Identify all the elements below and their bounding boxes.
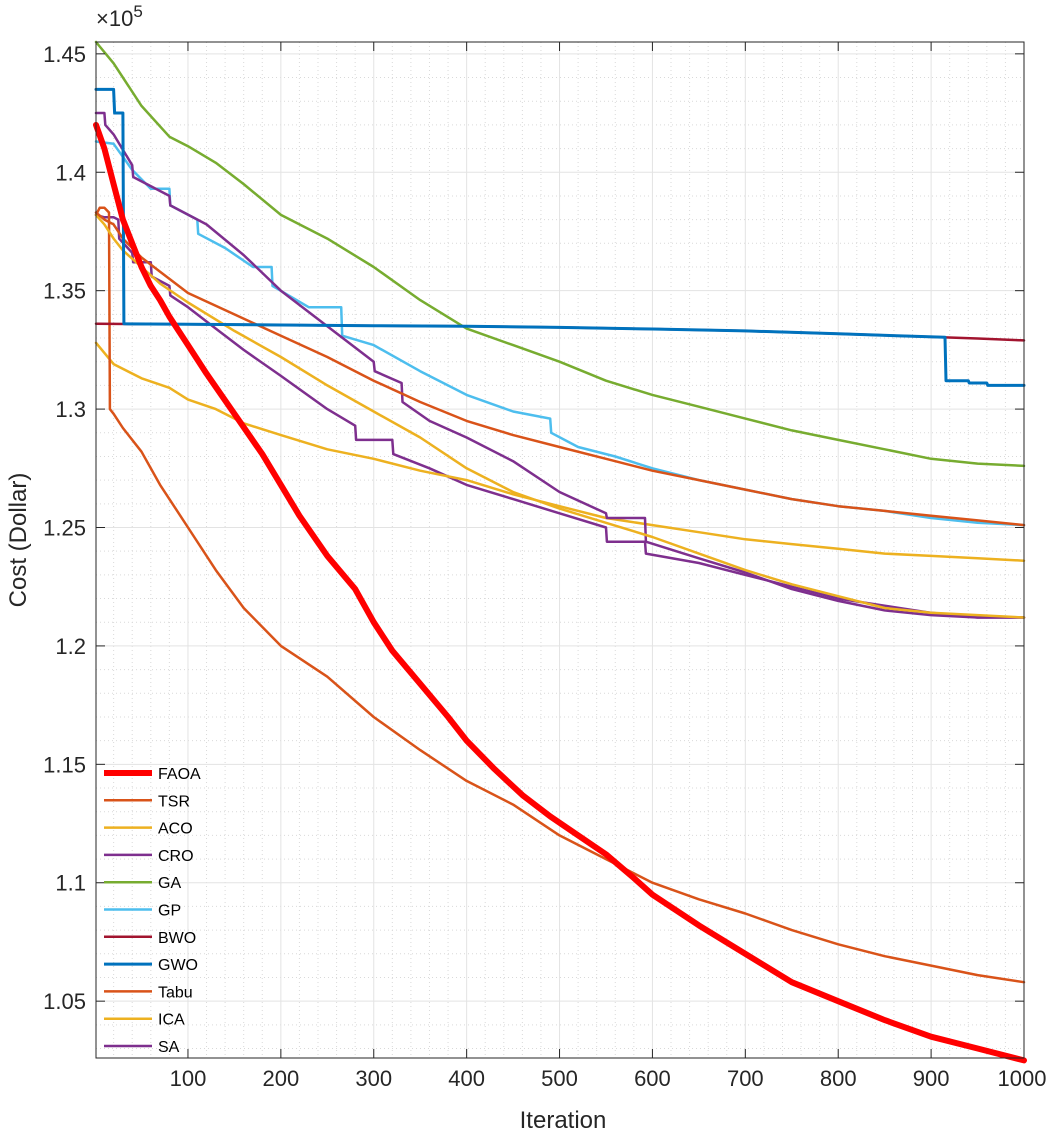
x-tick-label: 800 [820, 1066, 857, 1091]
x-axis-label: Iteration [520, 1107, 607, 1134]
legend-label-tsr: TSR [158, 793, 190, 810]
series-line-gwo [94, 87, 1026, 387]
series-layer [93, 40, 1027, 1064]
series-line-tabu [94, 206, 1026, 984]
x-tick-label: 900 [913, 1066, 950, 1091]
y-tick-label: 1.45 [43, 42, 86, 67]
y-exponent-power: 5 [133, 2, 142, 21]
tick-marks [96, 42, 1025, 1058]
x-tick-label: 500 [541, 1066, 578, 1091]
legend-label-sa: SA [158, 1039, 180, 1056]
legend-label-faoa: FAOA [158, 766, 201, 783]
legend-label-tabu: Tabu [158, 984, 193, 1001]
series-line-ica [94, 341, 1026, 562]
x-tick-labels: 100 200 300 400 500 600 700 800 900 1000 [170, 1066, 1047, 1091]
legend-label-gp: GP [158, 903, 181, 920]
legend-label-ga: GA [158, 875, 181, 892]
series-line-faoa [93, 121, 1027, 1064]
legend-label-bwo: BWO [158, 930, 196, 947]
x-tick-label: 300 [355, 1066, 392, 1091]
x-tick-label: 700 [727, 1066, 764, 1091]
x-tick-label: 200 [262, 1066, 299, 1091]
legend-label-gwo: GWO [158, 957, 198, 974]
y-tick-label: 1.1 [55, 871, 86, 896]
series-line-tsr [94, 211, 1026, 527]
legend-label-ica: ICA [158, 1012, 185, 1029]
y-tick-labels: 1.05 1.1 1.15 1.2 1.25 1.3 1.35 1.4 1.45 [43, 42, 86, 1014]
y-tick-label: 1.35 [43, 279, 86, 304]
x-tick-label: 600 [634, 1066, 671, 1091]
y-tick-label: 1.4 [55, 160, 86, 185]
legend-label-cro: CRO [158, 848, 194, 865]
y-tick-label: 1.2 [55, 634, 86, 659]
x-tick-label: 400 [448, 1066, 485, 1091]
series-line-cro [94, 111, 1026, 619]
y-exponent-label: ×105 [96, 2, 143, 31]
x-tick-label: 100 [170, 1066, 207, 1091]
major-grid [96, 42, 1025, 1058]
y-tick-label: 1.25 [43, 516, 86, 541]
x-tick-label: 1000 [998, 1066, 1047, 1091]
y-axis-label: Cost (Dollar) [5, 473, 32, 608]
y-tick-label: 1.3 [55, 397, 86, 422]
y-tick-label: 1.05 [43, 989, 86, 1014]
legend: FAOA TSR ACO CRO GA GP BWO GWO Tabu ICA SA [104, 766, 201, 1056]
y-tick-label: 1.15 [43, 752, 86, 777]
legend-label-aco: ACO [158, 821, 193, 838]
series-line-ga [94, 40, 1026, 468]
